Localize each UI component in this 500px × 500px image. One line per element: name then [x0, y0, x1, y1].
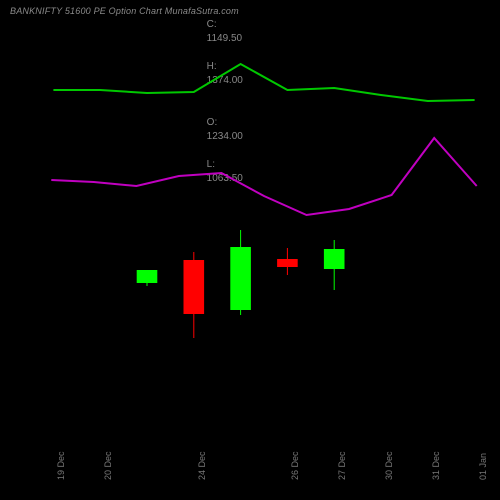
x-axis-label: 24 Dec: [197, 451, 207, 480]
x-axis-label: 30 Dec: [384, 451, 394, 480]
x-axis-label: 01 Jan: [478, 453, 488, 480]
x-axis-label: 19 Dec: [56, 451, 66, 480]
x-axis-label: 20 Dec: [103, 451, 113, 480]
candle-body: [184, 260, 205, 314]
x-axis-label: 27 Dec: [337, 451, 347, 480]
candle-body: [277, 259, 298, 267]
candle-body: [324, 249, 345, 269]
candle-body: [230, 247, 251, 310]
option-chart: BANKNIFTY 51600 PE Option Chart MunafaSu…: [0, 0, 500, 500]
chart-svg: [0, 0, 500, 500]
line-upper: [53, 64, 474, 101]
x-axis-label: 31 Dec: [431, 451, 441, 480]
candle-body: [137, 270, 158, 283]
candles-group: [137, 230, 345, 338]
line-lower: [51, 138, 476, 215]
x-axis-label: 26 Dec: [290, 451, 300, 480]
